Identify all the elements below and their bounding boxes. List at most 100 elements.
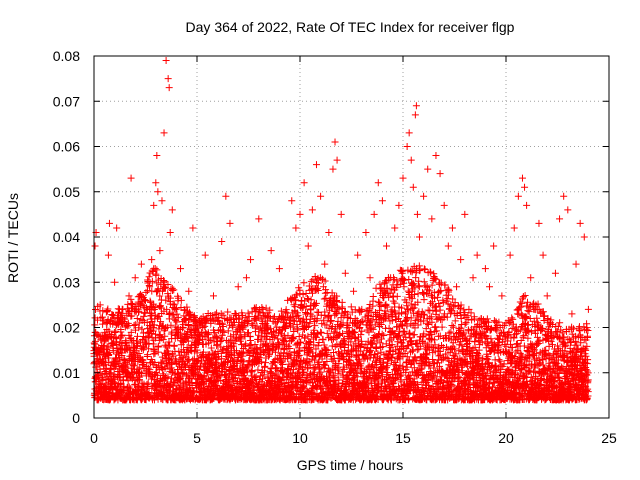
data-point [98,313,106,321]
data-point [135,307,143,315]
data-point [99,320,107,328]
data-point [146,366,154,374]
data-point [150,300,158,308]
data-point [152,271,160,279]
data-point [262,359,270,367]
data-point [108,317,116,325]
data-point [111,363,119,371]
data-points [90,57,592,404]
data-point [108,340,116,348]
data-point [128,312,136,320]
data-point [151,349,159,357]
data-point [383,364,391,372]
data-point [110,329,118,337]
data-point [139,384,147,392]
data-point [131,362,139,370]
data-point [135,350,143,358]
data-point [238,341,246,349]
data-point [247,336,255,344]
data-point [118,332,126,340]
data-point [451,317,459,325]
data-point [433,327,441,335]
data-point [153,279,161,287]
grid-layer [94,56,609,418]
data-point [122,338,130,346]
data-point [152,369,160,377]
data-point [320,295,328,303]
data-point [109,341,117,349]
data-point [262,304,270,312]
data-point [134,377,142,385]
data-point [159,336,167,344]
data-point [302,289,310,297]
data-point [287,295,295,303]
data-point [161,332,169,340]
data-point [150,321,158,329]
data-point [432,323,440,331]
data-point [150,345,158,353]
data-point [104,305,112,313]
data-point [416,336,424,344]
data-point [340,336,348,344]
data-point [160,279,168,287]
data-point [129,336,137,344]
data-point [156,331,164,339]
data-point [138,382,146,390]
data-point [393,292,401,300]
data-point [160,284,168,292]
data-point [112,327,120,335]
data-point [151,264,159,272]
data-point [156,292,164,300]
data-point [164,280,172,288]
data-point [130,321,138,329]
data-point [492,325,500,333]
data-point [136,290,144,298]
data-point [415,283,423,291]
data-point [140,296,148,304]
data-point [148,277,156,285]
data-point [104,343,112,351]
data-point [105,327,113,335]
data-point [118,352,126,360]
data-point [424,290,432,298]
data-point [295,332,303,340]
data-point [144,379,152,387]
data-point [154,348,162,356]
data-point [245,357,253,365]
data-point [163,305,171,313]
data-point [135,324,143,332]
data-point [420,265,428,273]
data-point [157,318,165,326]
data-point [153,288,161,296]
data-point [138,292,146,300]
data-point [122,362,130,370]
data-point [119,376,127,384]
data-point [145,273,153,281]
data-point [125,383,133,391]
data-point [351,335,359,343]
data-point [142,288,150,296]
data-point [143,287,151,295]
data-point [438,323,446,331]
data-point [372,344,380,352]
data-point [299,369,307,377]
data-point [133,332,141,340]
data-point [413,346,421,354]
data-point [170,341,178,349]
data-point [127,328,135,336]
data-point [91,337,99,345]
data-point [369,293,377,301]
data-point [140,312,148,320]
data-point [164,373,172,381]
data-point [160,277,168,285]
data-point [338,298,346,306]
data-point [135,319,143,327]
data-point [138,325,146,333]
data-point [317,368,325,376]
data-point [102,308,110,316]
data-point [151,358,159,366]
data-point [105,348,113,356]
data-point [113,338,121,346]
data-point [112,335,120,343]
data-point [299,290,307,298]
